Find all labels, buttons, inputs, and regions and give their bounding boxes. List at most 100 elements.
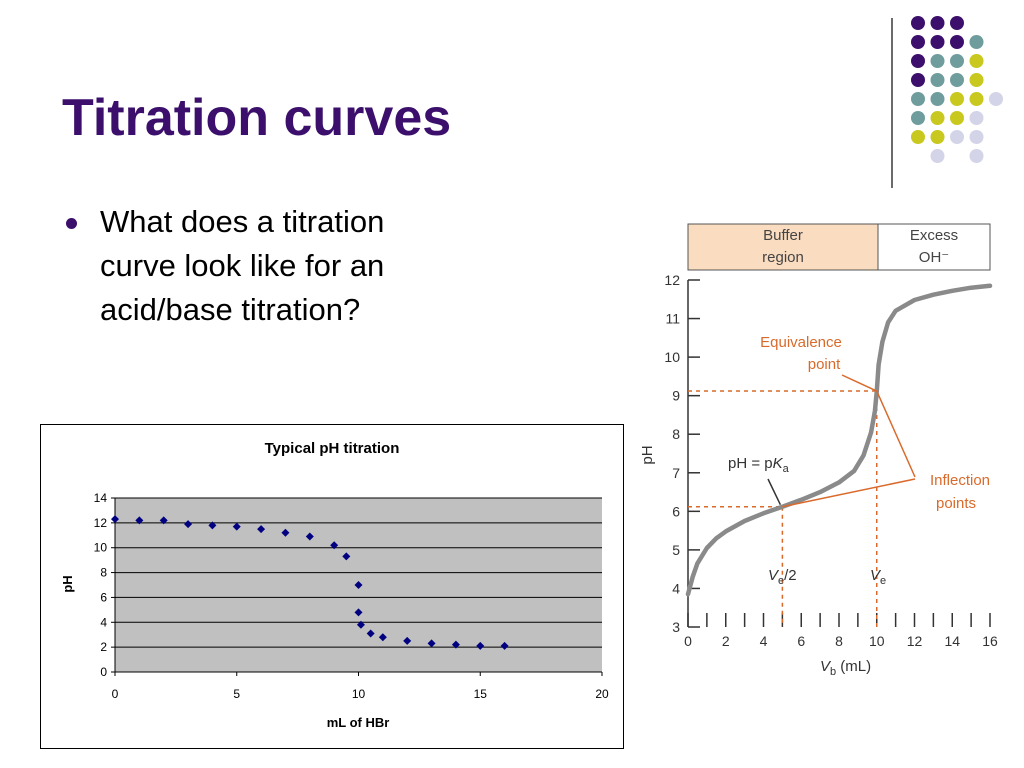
data-point bbox=[476, 641, 485, 650]
data-point bbox=[184, 520, 193, 529]
buffer-label-line1: Buffer bbox=[763, 227, 803, 244]
x-tick-label: 6 bbox=[797, 633, 805, 649]
decorative-dot bbox=[911, 54, 925, 68]
y-tick-label: 9 bbox=[672, 388, 680, 404]
equivalence-pointer-line bbox=[841, 374, 878, 392]
data-point bbox=[330, 541, 339, 550]
y-axis-label: pH bbox=[60, 575, 75, 592]
decorative-dot bbox=[911, 73, 925, 87]
y-tick-label: 3 bbox=[672, 619, 680, 635]
decorative-dot bbox=[930, 111, 945, 125]
inflection-label-line1: Inflection bbox=[930, 472, 990, 489]
pka-pointer-line bbox=[767, 478, 782, 506]
decorative-dot bbox=[969, 149, 984, 163]
data-point bbox=[342, 552, 351, 561]
decorative-dot bbox=[930, 54, 945, 68]
x-tick-label: 20 bbox=[595, 687, 609, 701]
decorative-dot bbox=[930, 73, 945, 87]
data-point bbox=[159, 516, 168, 525]
data-point bbox=[135, 516, 144, 525]
decorative-dot bbox=[969, 130, 984, 144]
decorative-dot bbox=[911, 16, 925, 30]
y-tick-label: 10 bbox=[664, 349, 680, 365]
y-tick-label: 8 bbox=[100, 566, 107, 580]
decorative-dot bbox=[930, 35, 945, 49]
bullet-text: What does a titration curve look like fo… bbox=[100, 204, 385, 327]
decorative-dot bbox=[930, 16, 945, 30]
x-tick-label: 2 bbox=[722, 633, 730, 649]
data-point bbox=[366, 629, 375, 638]
decorative-dot bbox=[950, 92, 964, 106]
decorative-dot bbox=[950, 54, 964, 68]
x-tick-label: 5 bbox=[233, 687, 240, 701]
excess-label-line1: Excess bbox=[910, 227, 958, 244]
y-tick-label: 14 bbox=[94, 491, 108, 505]
equivalence-label-line1: Equivalence bbox=[760, 334, 842, 351]
ph-equals-pka-label: pH = pKa bbox=[728, 455, 790, 475]
typical-ph-titration-chart: Typical pH titration 0 2 4 6 8 10 12 14 0 5 10 15 20… bbox=[40, 424, 624, 749]
data-point bbox=[403, 636, 412, 645]
data-point bbox=[378, 633, 387, 642]
equivalence-label-line2: point bbox=[808, 356, 841, 373]
decorative-dot bbox=[911, 130, 925, 144]
decorative-dot bbox=[930, 92, 945, 106]
data-point bbox=[305, 532, 314, 541]
x-tick-label: 14 bbox=[944, 633, 960, 649]
x-tick-label: 16 bbox=[982, 633, 998, 649]
excess-oh-box bbox=[877, 223, 991, 271]
y-tick-label: 6 bbox=[672, 503, 680, 519]
excess-label-line2: OH⁻ bbox=[919, 249, 949, 266]
x-axis-label: Vb (mL) bbox=[820, 658, 871, 678]
y-tick-label: 6 bbox=[100, 590, 107, 604]
data-point bbox=[500, 641, 509, 650]
x-tick-label: 8 bbox=[835, 633, 843, 649]
data-point bbox=[354, 608, 363, 617]
y-tick-label: 2 bbox=[100, 640, 107, 654]
annotated-titration-curve: Buffer region Excess OH⁻ 3 4 5 6 7 8 9 10 11 12 0 2… bbox=[639, 223, 998, 678]
decorative-dot bbox=[950, 130, 964, 144]
data-point bbox=[208, 521, 217, 530]
x-tick-label: 4 bbox=[760, 633, 768, 649]
titration-curve bbox=[685, 283, 993, 597]
x-tick-label: 10 bbox=[869, 633, 885, 649]
decorative-dot bbox=[930, 130, 945, 144]
decorative-dot bbox=[950, 16, 964, 30]
decorative-dot bbox=[911, 35, 925, 49]
x-tick-label: 10 bbox=[352, 687, 366, 701]
x-axis-label: mL of HBr bbox=[327, 715, 390, 730]
ve-label: Ve bbox=[870, 567, 886, 587]
data-point bbox=[281, 528, 290, 537]
inflection-pointer-line bbox=[782, 478, 916, 508]
decorative-dot bbox=[911, 92, 925, 106]
y-tick-label: 5 bbox=[672, 542, 680, 558]
x-tick-label: 15 bbox=[474, 687, 488, 701]
y-tick-label: 12 bbox=[664, 272, 680, 288]
data-point bbox=[232, 522, 241, 531]
chart-title: Typical pH titration bbox=[265, 440, 400, 457]
inflection-label-line2: points bbox=[936, 495, 976, 512]
buffer-label-line2: region bbox=[762, 249, 804, 266]
decorative-dot bbox=[911, 111, 925, 125]
decorative-dot bbox=[950, 73, 964, 87]
y-axis-label: pH bbox=[639, 445, 656, 464]
y-tick-label: 11 bbox=[665, 311, 680, 327]
ve-half-label: Ve/2 bbox=[768, 567, 797, 587]
decorative-dot bbox=[989, 92, 1003, 106]
slide-title: Titration curves bbox=[62, 89, 452, 147]
data-point bbox=[354, 581, 363, 589]
data-point bbox=[257, 525, 266, 534]
data-point bbox=[427, 639, 436, 648]
data-point bbox=[111, 515, 119, 524]
y-tick-label: 8 bbox=[672, 426, 680, 442]
decorative-dot bbox=[969, 73, 984, 87]
decorative-dot bbox=[969, 35, 984, 49]
data-point bbox=[356, 620, 365, 629]
y-tick-label: 10 bbox=[94, 541, 108, 555]
divider-line bbox=[891, 18, 893, 188]
bullet-icon bbox=[66, 218, 77, 229]
buffer-region-box bbox=[687, 223, 879, 271]
decorative-dot bbox=[930, 149, 945, 163]
x-tick-label: 0 bbox=[112, 687, 119, 701]
y-tick-label: 4 bbox=[672, 580, 680, 596]
y-tick-label: 7 bbox=[672, 465, 680, 481]
